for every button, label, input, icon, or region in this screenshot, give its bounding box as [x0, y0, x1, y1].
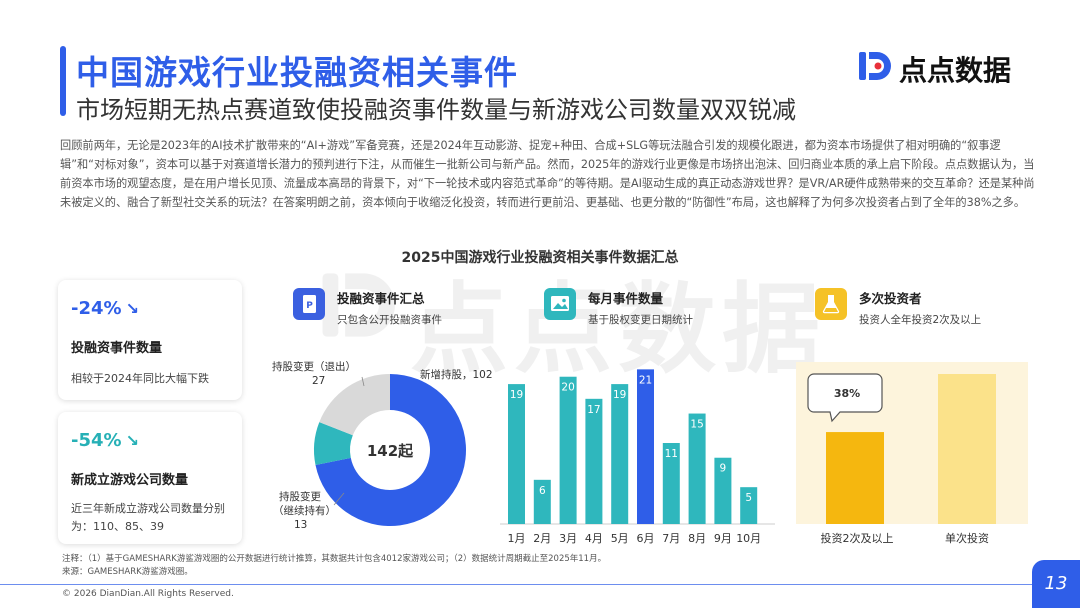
logo-mark-icon — [859, 52, 891, 80]
stat-card-new-companies: -54% ↘ 新成立游戏公司数量 近三年新成立游戏公司数量分别为：110、85、3… — [58, 412, 242, 544]
bar-value-label: 15 — [690, 419, 703, 431]
panel-title: 每月事件数量 — [588, 291, 664, 306]
page-subtitle: 市场短期无热点赛道致使投融资事件数量与新游戏公司数量双双锐减 — [76, 96, 796, 124]
copyright: © 2026 DianDian.All Rights Reserved. — [62, 589, 234, 599]
stat-label: 投融资事件数量 — [71, 341, 163, 356]
bar — [938, 374, 996, 524]
bar — [688, 413, 706, 524]
bar-value-label: 19 — [510, 389, 523, 401]
bar-value-label: 19 — [613, 389, 626, 401]
monthly-bar-chart: 19 1月 6 2月 20 3月 17 4月 19 5月 21 6月 11 7月 15 8月 9 9月 5 10月 — [500, 369, 775, 545]
slice-label: 新增持股，102 — [420, 368, 493, 381]
panel-subtitle: 投资人全年投资2次及以上 — [859, 314, 982, 326]
title-accent-bar — [60, 46, 66, 116]
x-tick-label: 8月 — [688, 532, 706, 545]
bar-value-label: 20 — [561, 382, 574, 394]
x-tick-label: 6月 — [637, 532, 655, 545]
stat-value: -24% ↘ — [71, 298, 139, 319]
note-line: 注释：（1）基于GAMESHARK游鲨游戏圈的公开数据进行统计推算，其数据共计包… — [62, 554, 607, 564]
bar — [662, 443, 680, 524]
image-icon — [544, 288, 576, 320]
bar-value-label: 11 — [665, 448, 678, 460]
x-tick-label: 5月 — [611, 532, 629, 545]
stat-label: 新成立游戏公司数量 — [71, 473, 189, 488]
stat-value: -54% ↘ — [71, 430, 139, 451]
bar — [826, 432, 884, 524]
x-tick-label: 7月 — [662, 532, 680, 545]
bar-value-label: 21 — [639, 374, 652, 386]
panel-title: 多次投资者 — [859, 291, 922, 306]
trend-down-icon: ↘ — [125, 299, 139, 318]
panel-subtitle: 只包含公开投融资事件 — [337, 314, 442, 326]
bar-value-label: 6 — [539, 485, 546, 497]
investor-bar-chart: 投资2次及以上 单次投资 38% — [796, 362, 1028, 545]
page-title: 中国游戏行业投融资相关事件 — [76, 53, 518, 92]
callout-label: 38% — [834, 387, 860, 400]
stat-description: 相较于2024年同比大幅下跌 — [71, 372, 209, 385]
logo-text: 点点数据 — [899, 54, 1012, 87]
panel-title: 投融资事件汇总 — [337, 291, 425, 306]
leader-line — [361, 376, 365, 387]
bar-value-label: 17 — [587, 404, 600, 416]
x-tick-label: 单次投资 — [945, 531, 989, 545]
x-tick-label: 9月 — [714, 532, 732, 545]
slice-label: 持股变更 — [279, 490, 321, 503]
chart-background — [796, 362, 1028, 524]
x-tick-label: 1月 — [508, 532, 526, 545]
x-tick-label: 投资2次及以上 — [821, 531, 894, 545]
slice-label: （继续持有） — [273, 504, 336, 517]
bar — [585, 398, 603, 524]
bar-value-label: 9 — [720, 463, 727, 475]
page-number: 13 — [1032, 560, 1080, 608]
bar — [714, 457, 732, 524]
x-tick-label: 4月 — [585, 532, 603, 545]
x-tick-label: 10月 — [736, 532, 761, 545]
footer-divider — [0, 584, 1034, 585]
slice-label: 27 — [312, 375, 325, 387]
callout-bubble — [807, 373, 883, 423]
trend-down-icon: ↘ — [125, 431, 139, 450]
slice-label: 持股变更（退出） — [272, 360, 356, 373]
stat-description: 近三年新成立游戏公司数量分别为：110、85、39 — [71, 502, 225, 533]
slice-label: 13 — [294, 519, 307, 531]
x-tick-label: 2月 — [533, 532, 551, 545]
section-title: 2025中国游戏行业投融资相关事件数据汇总 — [401, 250, 679, 266]
panel-subtitle: 基于股权变更日期统计 — [588, 314, 693, 326]
donut-chart: 142起 新增持股，102 持股变更（退出） 27 持股变更（继续持有） 13 — [272, 360, 493, 531]
donut-center-label: 142起 — [367, 442, 414, 460]
bar — [637, 369, 654, 524]
bar — [508, 384, 525, 524]
bar — [533, 479, 551, 524]
bar-value-label: 5 — [745, 492, 752, 504]
stat-card-events: -24% ↘ 投融资事件数量 相较于2024年同比大幅下跌 — [58, 280, 242, 400]
bar — [740, 487, 758, 524]
brand-logo: 点点数据 — [857, 47, 1037, 87]
bar — [559, 376, 577, 524]
bar — [611, 384, 629, 524]
donut-slice — [315, 374, 466, 526]
donut-slice — [313, 422, 353, 466]
watermark-logo-icon — [322, 273, 395, 337]
leader-line — [333, 492, 345, 506]
donut-slice — [319, 374, 390, 436]
footnotes: 注释：（1）基于GAMESHARK游鲨游戏圈的公开数据进行统计推算，其数据共计包… — [62, 553, 606, 579]
source-line: 来源：GAMESHARK游鲨游戏圈。 — [62, 567, 193, 577]
svg-text:P: P — [306, 301, 313, 311]
x-tick-label: 3月 — [559, 532, 577, 545]
document-icon: P — [293, 288, 325, 320]
intro-paragraph: 回顾前两年，无论是2023年的AI技术扩散带来的“AI+游戏”军备竞赛，还是20… — [60, 139, 1035, 209]
flask-icon — [815, 288, 847, 320]
